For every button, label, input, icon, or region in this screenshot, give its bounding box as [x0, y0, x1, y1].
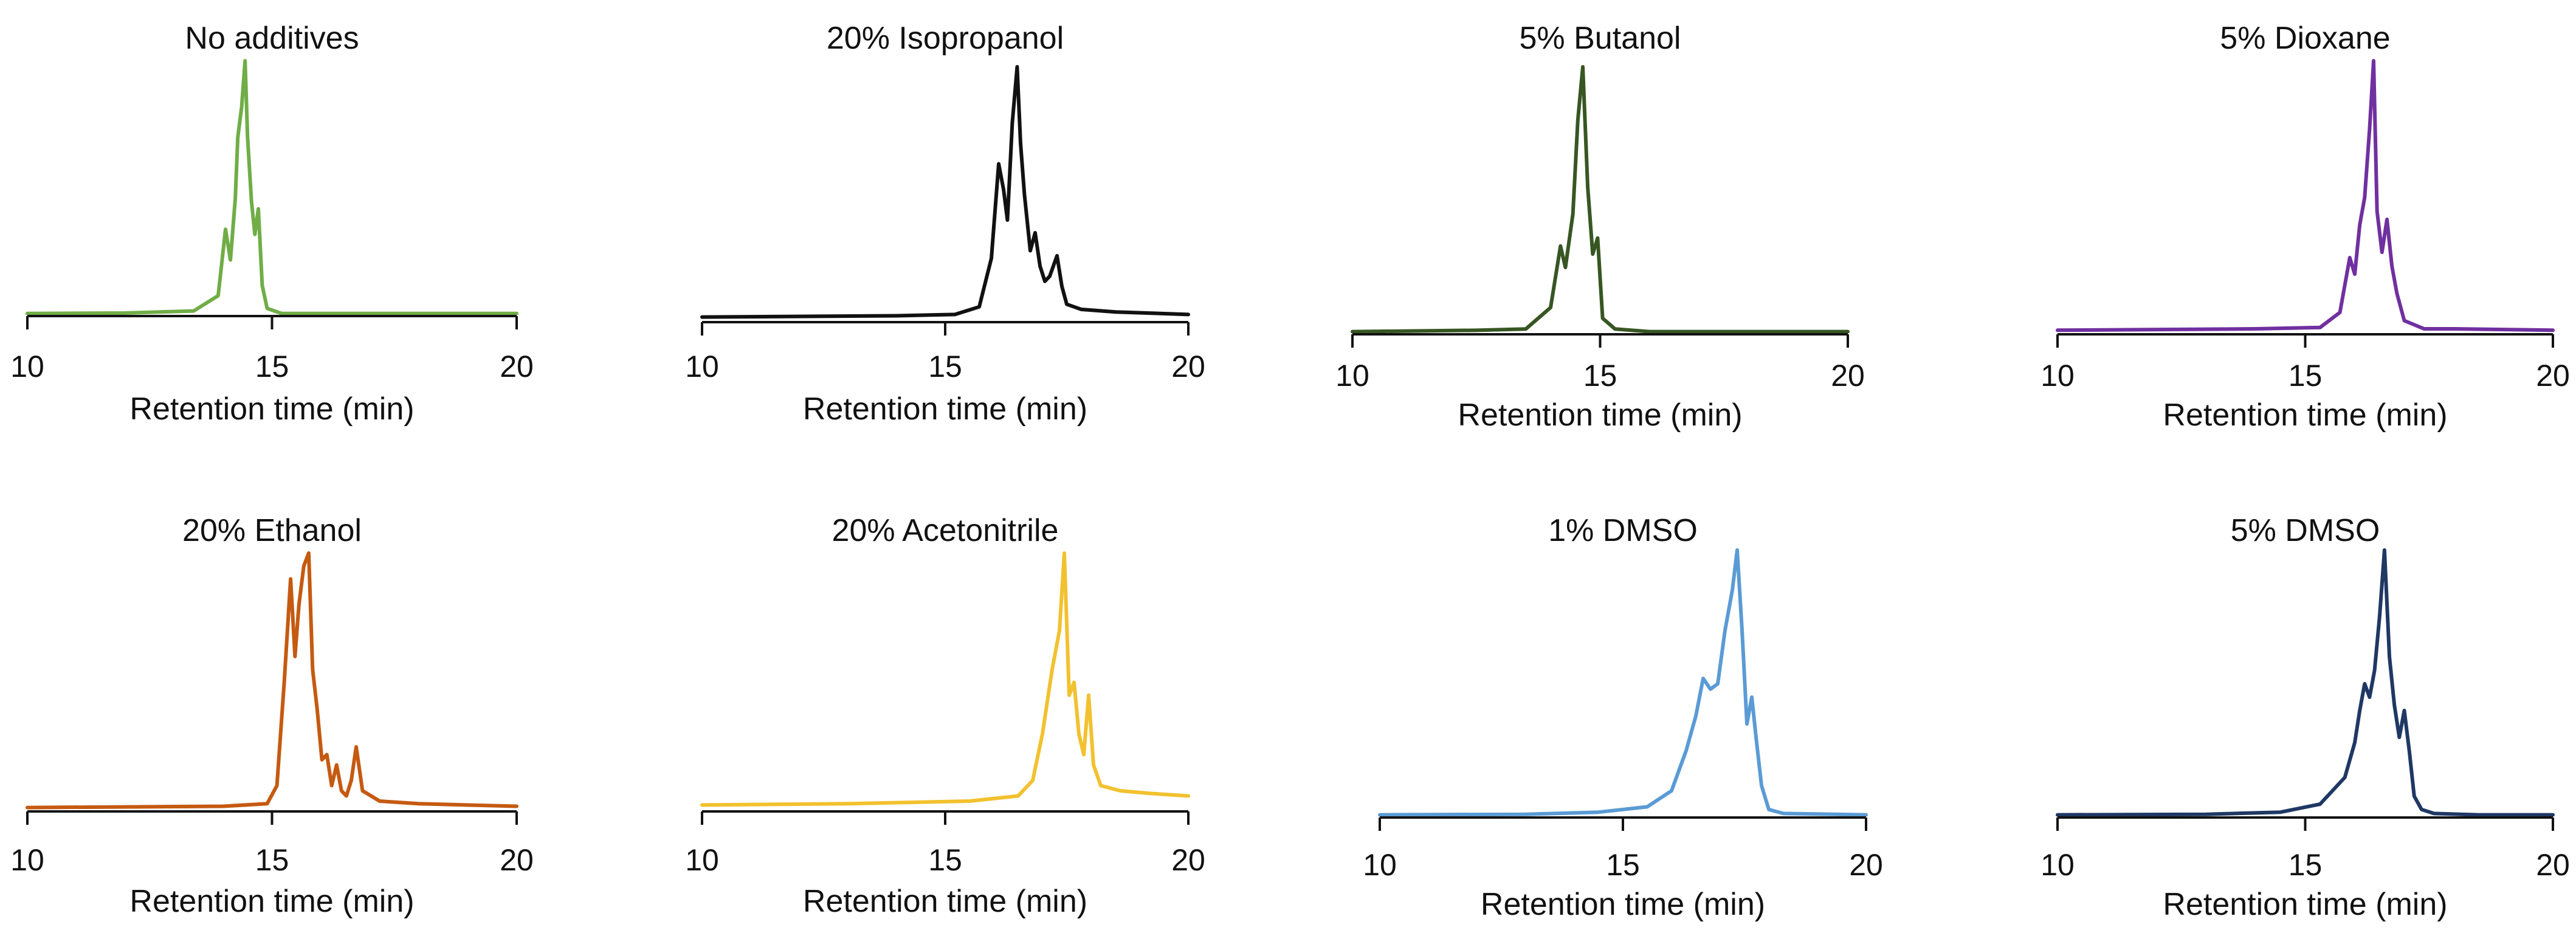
chromatogram-trace: [2056, 59, 2555, 332]
x-tick-label: 15: [1583, 359, 1617, 393]
x-tick-label: 10: [1335, 359, 1369, 393]
x-tick-label: 20: [2536, 359, 2570, 393]
chromatogram-trace: [1378, 548, 1868, 817]
x-tick-label: 10: [10, 349, 44, 384]
chromatogram-trace: [700, 551, 1190, 807]
x-tick-label: 15: [2288, 848, 2323, 882]
x-tick-label: 10: [685, 349, 719, 384]
x-tick-label: 20: [500, 843, 534, 877]
chromatogram-trace: [1351, 65, 1850, 334]
x-tick-label: 20: [2536, 848, 2570, 882]
x-tick-label: 10: [1363, 848, 1397, 882]
x-tick-label: 15: [255, 349, 289, 384]
x-axis-label: Retention time (min): [803, 391, 1087, 427]
x-tick-label: 10: [2040, 848, 2075, 882]
chart-title: 1% DMSO: [1548, 513, 1698, 548]
chromatogram-trace: [700, 65, 1190, 319]
x-tick-label: 20: [1831, 359, 1865, 393]
x-tick-label: 20: [1849, 848, 1883, 882]
chromatogram-trace: [2056, 548, 2555, 817]
x-tick-label: 10: [2040, 359, 2075, 393]
x-axis-label: Retention time (min): [1458, 398, 1742, 433]
x-axis-label: Retention time (min): [129, 884, 414, 919]
chart-title: 20% Ethanol: [182, 513, 362, 548]
chart-title: 5% DMSO: [2231, 513, 2380, 548]
x-tick-label: 10: [10, 843, 44, 877]
x-tick-label: 15: [928, 349, 962, 384]
x-tick-label: 20: [500, 349, 534, 384]
x-tick-label: 15: [1606, 848, 1640, 882]
chart-title: 5% Butanol: [1520, 21, 1681, 56]
x-axis-label: Retention time (min): [129, 391, 414, 427]
chart-title: 20% Acetonitrile: [832, 513, 1059, 548]
x-axis-label: Retention time (min): [803, 884, 1087, 919]
x-tick-label: 10: [685, 843, 719, 877]
x-axis-label: Retention time (min): [2163, 398, 2447, 433]
chromatogram-trace: [26, 551, 518, 810]
x-axis-label: Retention time (min): [2163, 887, 2447, 922]
x-tick-label: 15: [928, 843, 962, 877]
chromatogram-trace: [26, 59, 518, 315]
x-tick-label: 20: [1171, 843, 1205, 877]
x-tick-label: 15: [2288, 359, 2323, 393]
x-axis-label: Retention time (min): [1481, 887, 1765, 922]
chart-title: 20% Isopropanol: [827, 21, 1064, 56]
chart-title: No additives: [185, 21, 359, 56]
chart-title: 5% Dioxane: [2220, 21, 2390, 56]
x-tick-label: 20: [1171, 349, 1205, 384]
x-tick-label: 15: [255, 843, 289, 877]
